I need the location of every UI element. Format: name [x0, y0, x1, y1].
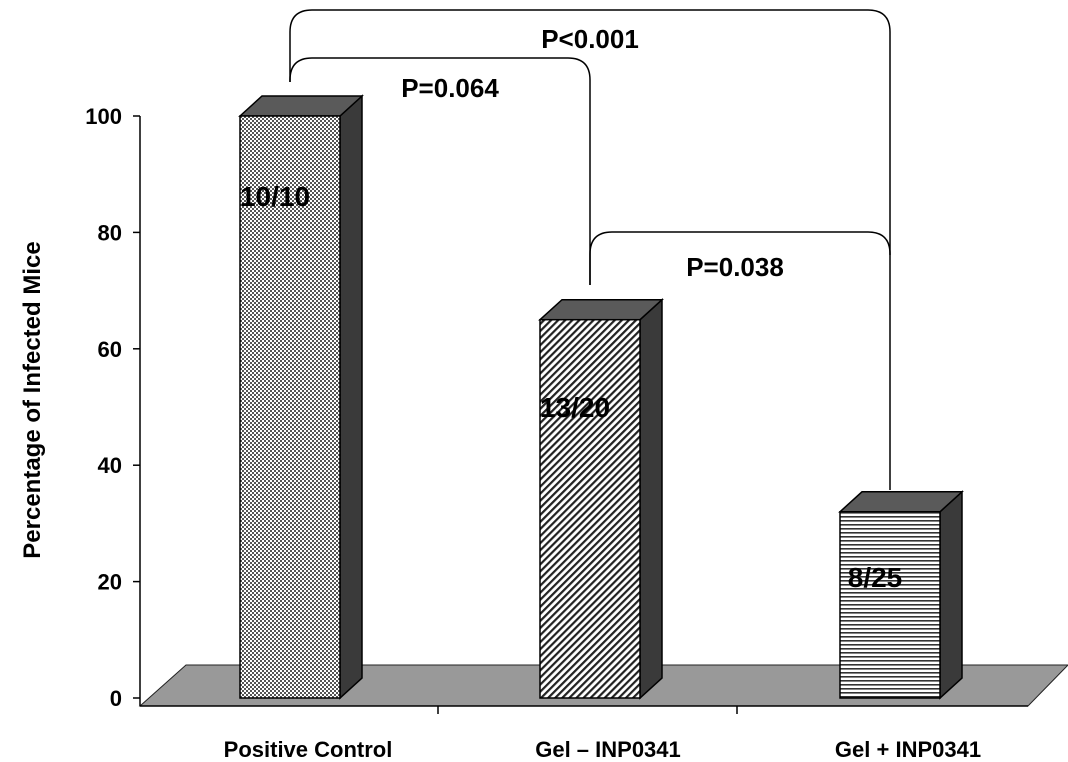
- bar-front-face: [239, 115, 341, 699]
- bar-side-face: [639, 298, 663, 700]
- x-ticks: Positive Control Gel – INP0341 Gel + INP03…: [224, 706, 981, 762]
- bar-data-label: 8/25: [848, 562, 903, 593]
- p-value-label: P<0.001: [541, 24, 639, 54]
- bar-top-face: [838, 491, 964, 513]
- y-tick-label: 80: [98, 220, 122, 245]
- y-axis-label: Percentage of Infected Mice: [19, 241, 46, 558]
- bars: 10/10 13/20 8/25: [238, 94, 964, 700]
- significance-brackets: P<0.001 P=0.064 P=0.038: [289, 9, 891, 490]
- bar-top-face: [538, 298, 664, 321]
- y-tick-label: 100: [85, 104, 122, 129]
- x-tick-label: Positive Control: [224, 737, 393, 762]
- bar: 10/10: [238, 94, 364, 700]
- y-ticks: 0 20 40 60 80 100: [85, 104, 140, 711]
- x-tick-label: Gel + INP0341: [835, 737, 981, 762]
- significance-bracket: [589, 231, 891, 490]
- bar-top-face: [238, 95, 364, 117]
- bar-front-face: [539, 318, 641, 699]
- bar-side-face: [939, 490, 963, 700]
- x-tick-label: Gel – INP0341: [535, 737, 681, 762]
- bar-front-face: [839, 511, 941, 699]
- y-tick-label: 40: [98, 453, 122, 478]
- bar-data-label: 10/10: [240, 181, 310, 212]
- p-value-label: P=0.064: [401, 73, 499, 103]
- bar-side-face: [339, 94, 363, 700]
- y-tick-label: 0: [110, 686, 122, 711]
- bar: 13/20: [538, 298, 664, 700]
- significance-bracket: [289, 57, 591, 285]
- y-tick-label: 20: [98, 570, 122, 595]
- p-value-label: P=0.038: [686, 252, 784, 282]
- bar-data-label: 13/20: [540, 392, 610, 423]
- bar: 8/25: [838, 490, 964, 700]
- y-tick-label: 60: [98, 337, 122, 362]
- significance-bracket: [289, 9, 891, 255]
